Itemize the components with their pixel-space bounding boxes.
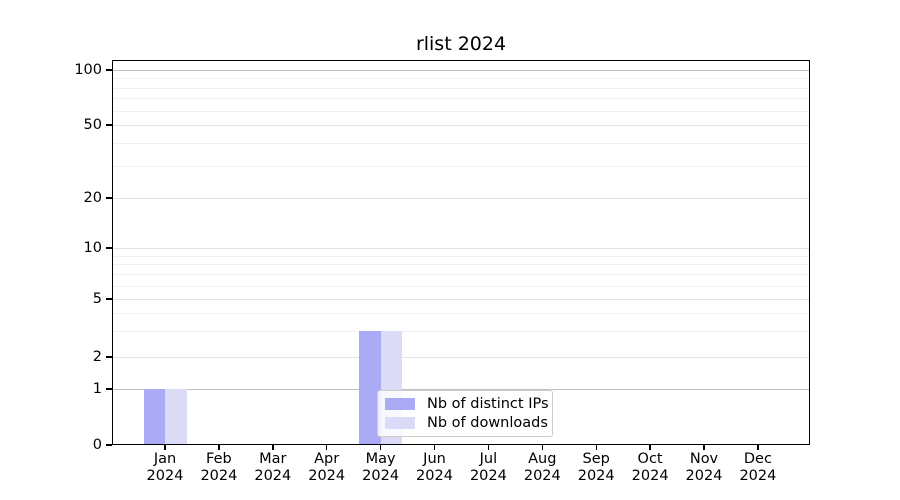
y-tick-mark (106, 298, 112, 300)
gridline-major (113, 357, 809, 358)
x-tick-mark (164, 445, 166, 450)
gridline-major (113, 125, 809, 126)
x-tick-label: Apr 2024 (291, 451, 363, 484)
y-tick-mark (106, 444, 112, 446)
gridline-minor (113, 78, 809, 80)
x-tick-mark (379, 445, 382, 450)
y-tick-mark (106, 69, 112, 71)
x-tick-mark (487, 445, 490, 450)
legend-entry-downloads: Nb of downloads (385, 414, 548, 431)
y-tick-label: 1 (92, 381, 102, 397)
y-tick-label: 5 (92, 291, 102, 307)
x-tick-label-month: May (365, 451, 396, 467)
bar-downloads (165, 389, 187, 445)
x-tick-mark (325, 445, 328, 450)
legend-swatch-distinct-ips-icon (385, 398, 415, 411)
gridline-minor (113, 87, 809, 89)
gridline-major (113, 248, 809, 249)
x-tick-label-month: Dec (743, 451, 772, 467)
gridline-major (113, 198, 809, 199)
x-tick-label-year: 2024 (200, 467, 238, 484)
x-tick-label: Dec 2024 (722, 451, 794, 484)
x-tick-label: May 2024 (345, 451, 417, 484)
gridline-minor (113, 142, 809, 144)
x-tick-label-month: Mar (259, 451, 287, 467)
gridline-major (113, 389, 809, 390)
y-tick-label: 10 (83, 240, 102, 256)
x-tick-label: Sep 2024 (560, 451, 632, 484)
x-tick-label-year: 2024 (685, 467, 723, 484)
gridline-minor (113, 313, 809, 315)
x-tick-label: Feb 2024 (183, 451, 255, 484)
x-tick-label-month: Nov (689, 451, 719, 467)
y-tick-mark (106, 356, 112, 358)
gridline-major (113, 70, 809, 71)
x-tick-mark (218, 445, 220, 450)
x-tick-label-month: Sep (582, 451, 610, 467)
gridline-minor (113, 274, 809, 276)
gridline-minor (113, 331, 809, 333)
bar-distinct-ips (359, 331, 381, 445)
x-tick-label-year: 2024 (631, 467, 669, 484)
gridline-minor (113, 285, 809, 287)
gridline-minor (113, 165, 809, 167)
legend: Nb of distinct IPs Nb of downloads (377, 390, 553, 437)
y-tick-label: 50 (83, 117, 102, 133)
y-tick-label: 20 (83, 190, 102, 206)
bar-distinct-ips (143, 389, 165, 445)
x-tick-mark (757, 445, 759, 450)
y-tick-label: 0 (92, 437, 102, 453)
x-tick-label-year: 2024 (577, 467, 615, 484)
y-tick-mark (106, 388, 112, 390)
x-tick-label: Aug 2024 (506, 451, 578, 484)
y-tick-label: 100 (74, 62, 102, 78)
x-tick-label-month: Oct (637, 451, 663, 467)
x-tick-label-year: 2024 (739, 467, 777, 484)
x-tick-label-year: 2024 (523, 467, 561, 484)
x-tick-mark (541, 445, 543, 450)
legend-entry-distinct-ips: Nb of distinct IPs (385, 396, 549, 412)
x-tick-label-year: 2024 (416, 467, 453, 484)
plot-border (112, 60, 810, 445)
x-tick-label: Oct 2024 (614, 451, 686, 484)
x-tick-label-year: 2024 (308, 467, 346, 484)
x-tick-label-month: Aug (528, 451, 557, 467)
x-tick-label-year: 2024 (146, 467, 184, 484)
x-tick-label-month: Jul (479, 451, 498, 467)
x-tick-label: Jun 2024 (399, 451, 471, 484)
x-tick-label-month: Apr (314, 451, 340, 467)
x-tick-label: Nov 2024 (668, 451, 740, 484)
gridline-minor (113, 98, 809, 100)
gridline-major (113, 299, 809, 300)
x-tick-mark (433, 445, 436, 450)
x-tick-label-year: 2024 (362, 467, 400, 484)
x-tick-mark (703, 445, 705, 450)
y-tick-mark (106, 197, 112, 199)
x-tick-label: Jan 2024 (129, 451, 201, 484)
y-tick-mark (106, 247, 112, 249)
gridline-minor (113, 255, 809, 257)
x-tick-mark (272, 445, 274, 450)
x-tick-label-month: Jun (423, 451, 446, 467)
x-tick-label: Mar 2024 (237, 451, 309, 484)
x-tick-label-year: 2024 (469, 467, 507, 484)
x-tick-mark (649, 445, 651, 450)
chart-title: rlist 2024 (415, 33, 507, 55)
x-tick-label-month: Feb (206, 451, 232, 467)
x-tick-mark (595, 445, 597, 450)
x-tick-label: Jul 2024 (452, 451, 524, 484)
x-tick-label-month: Jan (153, 451, 177, 467)
y-tick-mark (106, 124, 112, 126)
y-tick-label: 2 (92, 349, 102, 365)
legend-swatch-downloads-icon (385, 416, 415, 429)
gridline-minor (113, 264, 809, 266)
legend-label-downloads: Nb of downloads (427, 414, 548, 431)
gridline-minor (113, 110, 809, 112)
x-tick-label-year: 2024 (254, 467, 292, 484)
legend-label-distinct-ips: Nb of distinct IPs (427, 396, 549, 413)
